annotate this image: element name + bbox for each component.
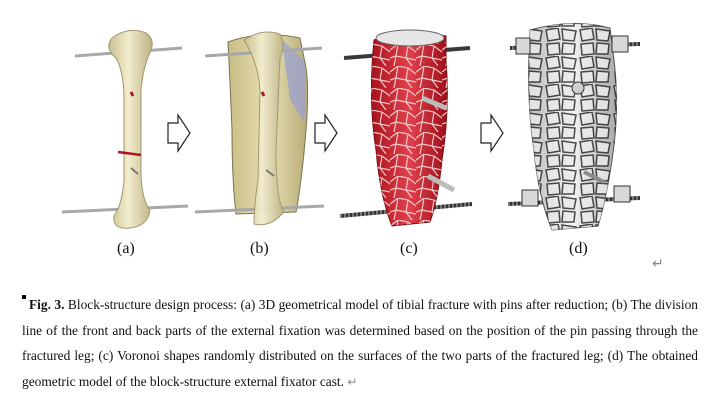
process-arrow-2 [314,113,338,153]
caption-label: Fig. 3. [29,297,65,312]
panel-label-c: (c) [400,240,418,257]
figure-return-mark: ↵ [652,257,664,272]
panel-c-voronoi-model [339,29,473,227]
figure-3: (a) (b) (c) (d) ↵ [61,23,664,272]
panel-label-d: (d) [569,240,588,257]
caption-bullet [22,295,26,299]
process-arrow-3 [480,113,504,153]
caption-return-mark: ↵ [347,374,358,389]
process-arrow-1 [167,113,191,153]
panel-label-b: (b) [250,240,269,257]
figure-caption: Fig. 3. Block-structure design process: … [22,292,698,395]
panel-a-tibia-model [61,29,189,229]
figure-illustration [61,23,641,231]
panel-label-a: (a) [117,240,135,257]
caption-text: Block-structure design process: (a) 3D g… [22,297,698,389]
panel-b-division-model [194,31,325,226]
panel-d-cast-model [507,23,641,231]
